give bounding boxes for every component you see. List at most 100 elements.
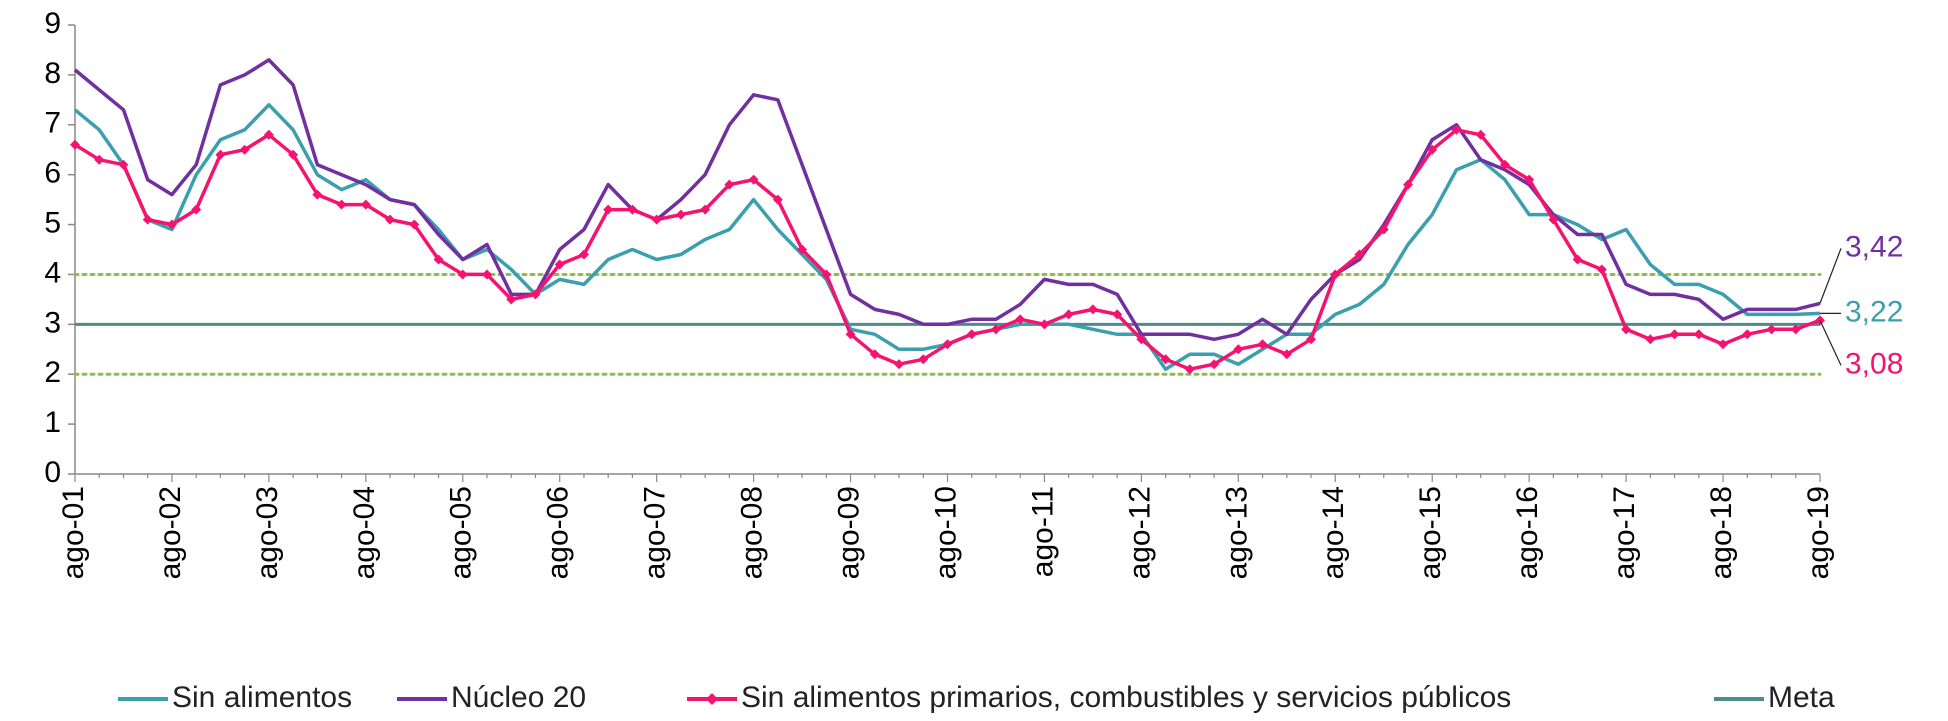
x-tick-label: ago-06 [542,486,575,579]
series-marker [288,149,299,160]
end-label: 3,42 [1845,230,1903,263]
series-marker [869,349,880,360]
series-marker [894,359,905,370]
y-tick-label: 9 [44,7,61,40]
series-marker [966,329,977,340]
x-tick-label: ago-16 [1511,486,1544,579]
x-tick-label: ago-12 [1123,486,1156,579]
series-marker [603,204,614,215]
series-marker [409,219,420,230]
series-marker [1039,319,1050,330]
series-marker [263,129,274,140]
series-marker [1184,364,1195,375]
series-marker [1669,329,1680,340]
series-marker [1766,324,1777,335]
series-marker [1306,334,1317,345]
x-tick-label: ago-10 [929,486,962,579]
series-marker [1063,309,1074,320]
series-marker [530,289,541,300]
series-line [73,58,1821,342]
series-marker [942,339,953,350]
series-marker [1112,309,1123,320]
series-marker [1596,264,1607,275]
series-marker [748,174,759,185]
series-marker [1209,359,1220,370]
series-marker [1548,214,1559,225]
series-marker [1281,349,1292,360]
series-marker [142,214,153,225]
series-marker [845,329,856,340]
end-label-leader [1819,320,1842,366]
series-marker [627,204,638,215]
series-marker [1378,224,1389,235]
series-marker [1160,354,1171,365]
series-marker [166,219,177,230]
series-marker [990,324,1001,335]
series-marker [1718,339,1729,350]
x-tick-label: ago-07 [639,486,672,579]
x-tick-label: ago-03 [251,486,284,579]
series-marker [1475,129,1486,140]
series-marker [433,254,444,265]
series-marker [506,294,517,305]
series-marker [578,249,589,260]
series-marker [360,199,371,210]
series-marker [1572,254,1583,265]
series-marker [1257,339,1268,350]
x-tick-label: ago-13 [1220,486,1253,579]
series-marker [191,204,202,215]
series-marker [554,259,565,270]
x-tick-label: ago-17 [1608,486,1641,579]
legend-label: Meta [1768,681,1835,714]
series-marker [918,354,929,365]
y-tick-label: 2 [44,356,61,389]
x-tick-label: ago-18 [1705,486,1738,579]
series-marker [675,209,686,220]
x-tick-label: ago-02 [154,486,187,579]
y-tick-label: 6 [44,157,61,190]
y-tick-label: 3 [44,306,61,339]
series-marker [821,269,832,280]
x-tick-label: ago-19 [1802,486,1835,579]
series-marker [336,199,347,210]
series-marker [215,149,226,160]
y-tick-label: 5 [44,206,61,239]
series-marker [651,214,662,225]
series-marker [385,214,396,225]
end-label: 3,22 [1845,295,1903,328]
series-marker [70,139,80,150]
series-marker [700,204,711,215]
series-line [74,128,1821,371]
series-marker [724,179,735,190]
series-marker [1330,269,1341,280]
series-marker [797,244,808,255]
y-tick-label: 7 [44,107,61,140]
x-tick-label: ago-05 [445,486,478,579]
series-marker [482,269,493,280]
series-marker [118,159,129,170]
series-marker [312,189,323,200]
y-tick-label: 0 [44,456,61,489]
legend-label: Sin alimentos [172,681,352,714]
end-label-leader [1819,248,1842,304]
x-tick-label: ago-08 [736,486,769,579]
series-marker [1499,159,1510,170]
series-marker [1742,329,1753,340]
series-marker [1524,174,1535,185]
series-marker [457,269,468,280]
series-marker [1015,314,1026,325]
series-marker [1087,304,1098,315]
legend-marker [706,693,718,705]
series-marker [239,144,250,155]
x-tick-label: ago-01 [57,486,90,579]
series-marker [1693,329,1704,340]
x-tick-label: ago-11 [1026,486,1059,577]
series-marker [772,194,783,205]
series-marker [1136,334,1147,345]
x-tick-label: ago-04 [348,486,381,579]
series-marker [1451,124,1462,135]
end-label: 3,08 [1845,347,1903,380]
legend-label: Núcleo 20 [451,681,586,714]
x-tick-label: ago-09 [832,486,865,579]
